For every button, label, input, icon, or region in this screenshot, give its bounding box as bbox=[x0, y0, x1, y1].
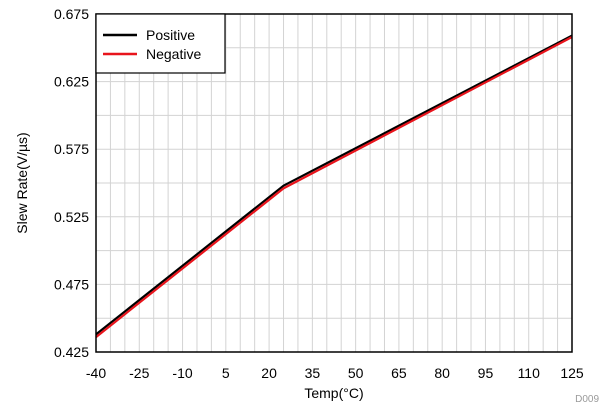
x-tick-labels: -40 -25 -10 5 20 35 50 65 80 95 110 125 bbox=[86, 365, 584, 381]
legend-box bbox=[95, 13, 226, 74]
series-line-negative bbox=[95, 36, 573, 338]
plot-frame bbox=[95, 13, 573, 353]
x-tick-label: 125 bbox=[560, 365, 584, 381]
figure-id: D009 bbox=[575, 394, 599, 405]
y-tick-label: 0.675 bbox=[54, 6, 89, 22]
y-tick-label: 0.575 bbox=[54, 141, 89, 157]
series-line-positive bbox=[95, 34, 573, 336]
x-tick-label: -40 bbox=[86, 365, 106, 381]
y-tick-labels: 0.425 0.475 0.525 0.575 0.625 0.675 bbox=[54, 6, 89, 360]
x-tick-label: 50 bbox=[348, 365, 364, 381]
x-tick-label: -10 bbox=[172, 365, 192, 381]
x-tick-label: 20 bbox=[261, 365, 277, 381]
y-axis-label: Slew Rate(V/µs) bbox=[14, 132, 30, 233]
y-tick-label: 0.625 bbox=[54, 74, 89, 90]
x-axis-label: Temp(°C) bbox=[304, 385, 363, 401]
x-tick-label: 110 bbox=[518, 365, 541, 381]
x-tick-label: 95 bbox=[478, 365, 494, 381]
legend-label-positive: Positive bbox=[146, 27, 195, 43]
x-tick-label: -25 bbox=[129, 365, 149, 381]
x-tick-label: 35 bbox=[305, 365, 321, 381]
x-tick-label: 5 bbox=[222, 365, 230, 381]
y-tick-label: 0.525 bbox=[54, 209, 89, 225]
x-tick-label: 80 bbox=[434, 365, 450, 381]
legend-label-negative: Negative bbox=[146, 46, 201, 62]
x-tick-label: 65 bbox=[391, 365, 407, 381]
series-lines bbox=[95, 34, 573, 338]
y-tick-label: 0.475 bbox=[54, 276, 89, 292]
y-tick-label: 0.425 bbox=[54, 344, 89, 360]
legend: Positive Negative bbox=[95, 13, 226, 74]
